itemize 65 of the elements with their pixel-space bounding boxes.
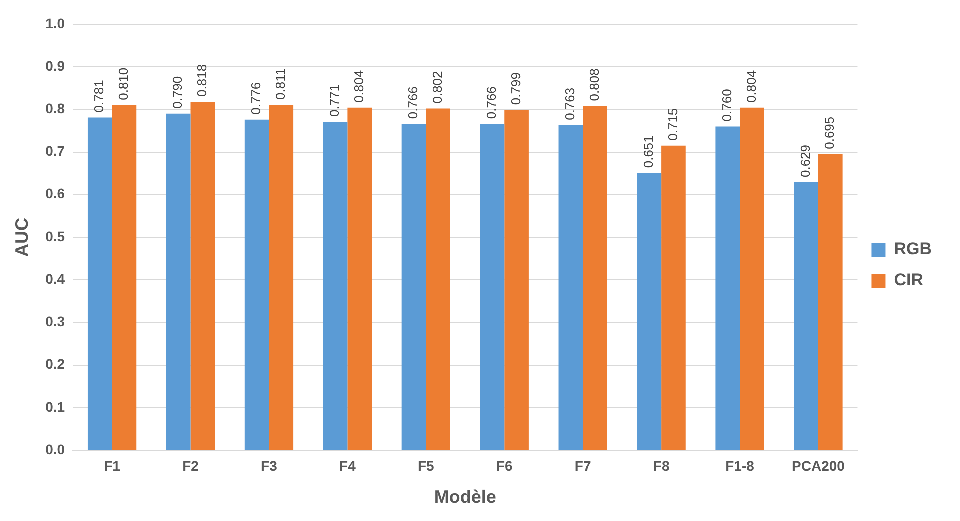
- data-label: 0.804: [744, 70, 759, 103]
- x-tick-label: F7: [574, 458, 592, 474]
- data-label: 0.808: [586, 68, 602, 102]
- bar: [323, 122, 348, 450]
- bar: [662, 146, 686, 450]
- legend-label: RGB: [894, 240, 932, 259]
- x-tick-label: F8: [653, 458, 670, 474]
- bar: [637, 173, 662, 450]
- y-tick-label: 1.0: [46, 15, 66, 32]
- data-label: 0.810: [116, 68, 132, 100]
- x-tick-label: F3: [261, 458, 278, 474]
- x-axis-title: Modèle: [434, 487, 496, 508]
- y-tick-label: 0.9: [46, 58, 66, 74]
- y-tick-label: 0.5: [46, 228, 66, 244]
- x-tick-label: F1: [104, 458, 121, 474]
- data-label: 0.695: [822, 116, 838, 150]
- data-label: 0.771: [327, 84, 342, 117]
- bar: [269, 104, 294, 450]
- legend-label: CIR: [894, 270, 924, 290]
- y-axis-title: AUC: [12, 218, 32, 257]
- data-label: 0.818: [194, 64, 210, 97]
- bar: [740, 108, 764, 450]
- data-label: 0.760: [719, 89, 734, 122]
- bar: [348, 108, 372, 450]
- y-tick-label: 0.4: [46, 270, 66, 287]
- data-label: 0.804: [351, 70, 366, 103]
- bar: [480, 124, 505, 450]
- data-label: 0.781: [92, 80, 107, 113]
- y-tick-label: 0.1: [46, 398, 66, 415]
- data-label: 0.763: [562, 88, 578, 120]
- x-tick-label: F5: [418, 458, 435, 474]
- data-label: 0.776: [248, 82, 264, 115]
- y-tick-label: 0.8: [46, 100, 66, 116]
- x-tick-label: F2: [182, 458, 200, 474]
- bar: [190, 102, 216, 450]
- y-tick-label: 0.6: [46, 186, 66, 202]
- x-tick-label: PCA200: [792, 458, 846, 474]
- data-label: 0.790: [170, 76, 186, 109]
- bar: [402, 124, 426, 450]
- bar: [166, 114, 191, 450]
- x-tick-label: F1-8: [726, 458, 755, 474]
- data-label: 0.811: [272, 68, 288, 100]
- bar: [716, 126, 740, 450]
- bar: [583, 106, 608, 450]
- bar: [794, 182, 818, 450]
- data-label: 0.651: [640, 136, 656, 168]
- bar: [112, 105, 137, 450]
- bar: [504, 110, 529, 450]
- x-tick-label: F4: [340, 458, 356, 474]
- data-label: 0.766: [406, 86, 421, 120]
- data-label: 0.715: [665, 108, 680, 141]
- bar: [818, 154, 843, 450]
- bar: [244, 120, 270, 450]
- y-tick-label: 0.2: [46, 356, 66, 372]
- data-label: 0.802: [430, 71, 445, 104]
- x-tick-label: F6: [496, 458, 514, 474]
- bar: [88, 118, 112, 450]
- bar: [558, 125, 584, 450]
- y-tick-label: 0.7: [46, 143, 66, 160]
- bar: [426, 108, 450, 450]
- y-tick-label: 0.3: [46, 314, 66, 330]
- data-label: 0.766: [484, 86, 500, 120]
- y-tick-label: 0.0: [46, 441, 66, 458]
- data-label: 0.629: [798, 144, 813, 178]
- data-label: 0.799: [508, 72, 524, 106]
